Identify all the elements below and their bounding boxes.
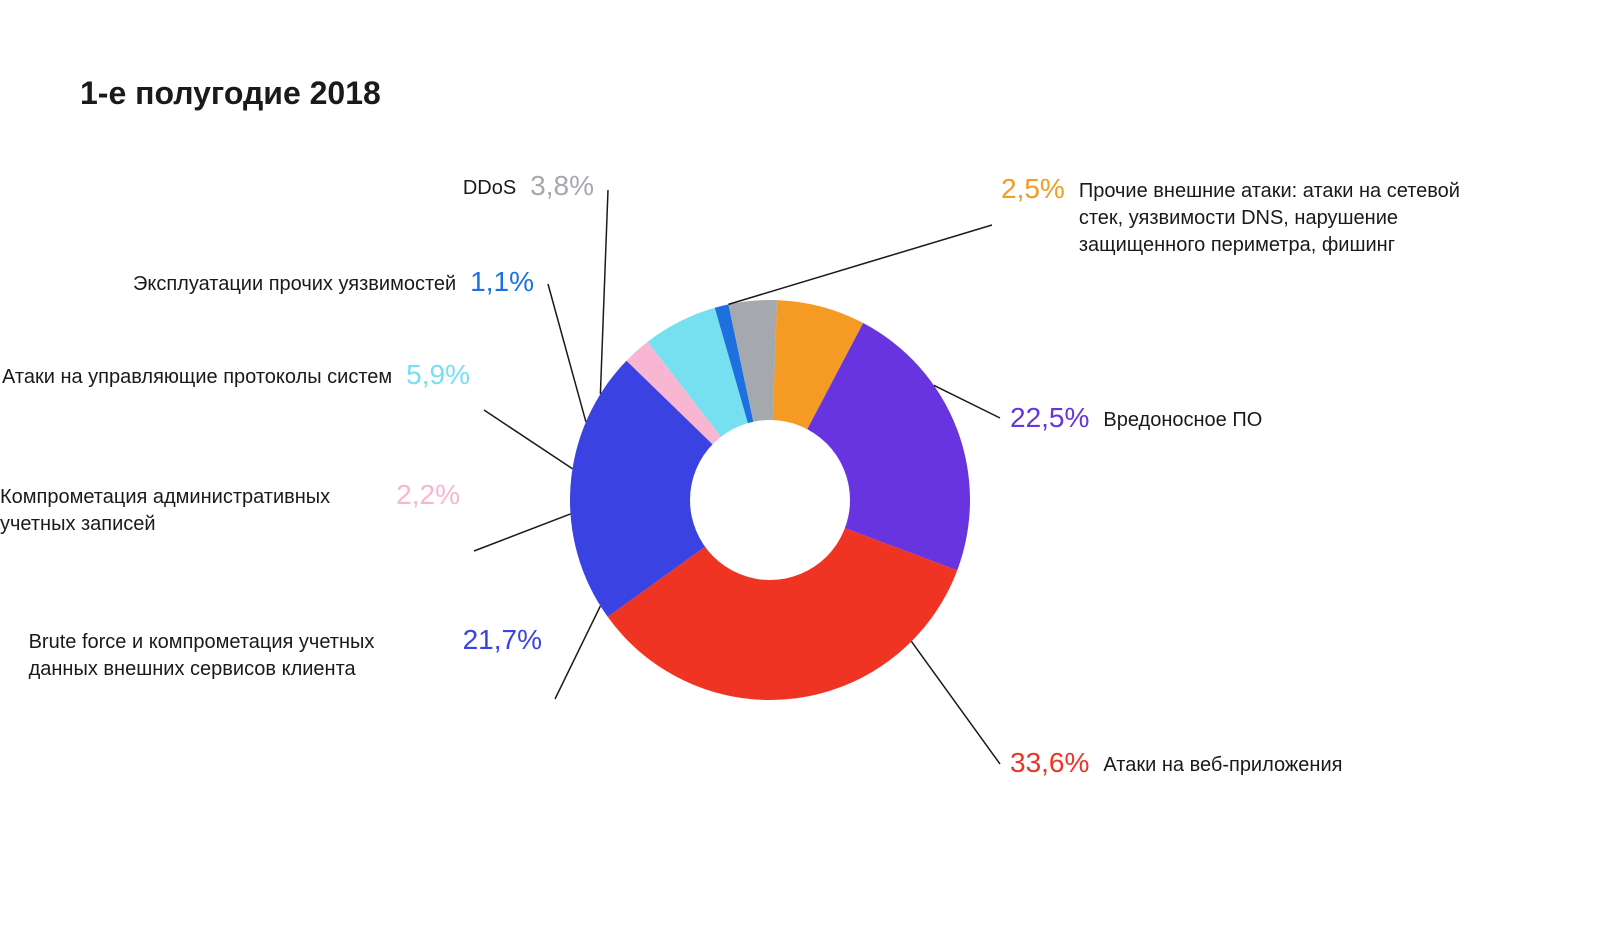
desc-web-app: Атаки на веб-приложения xyxy=(1103,748,1342,779)
donut-hole xyxy=(690,420,850,580)
desc-ddos: DDoS xyxy=(463,171,516,202)
leader-admin-compromise xyxy=(474,514,570,551)
pct-ddos: 3,8% xyxy=(530,171,594,202)
label-ddos: 3,8% DDoS xyxy=(463,171,594,202)
pct-control-protocols: 5,9% xyxy=(406,360,470,391)
desc-other-external: Прочие внешние атаки: атаки на сетевой с… xyxy=(1079,174,1499,259)
label-other-external: 2,5% Прочие внешние атаки: атаки на сетев… xyxy=(1001,174,1499,259)
label-malware: 22,5% Вредоносное ПО xyxy=(1010,403,1262,434)
pct-brute-force: 21,7% xyxy=(463,625,542,656)
desc-malware: Вредоносное ПО xyxy=(1103,403,1262,434)
leader-brute-force xyxy=(555,606,600,699)
leader-other-vuln xyxy=(548,284,586,422)
leader-control-protocols xyxy=(484,410,572,469)
desc-control-protocols: Атаки на управляющие протоколы систем xyxy=(2,360,392,391)
pct-other-external: 2,5% xyxy=(1001,174,1065,205)
desc-brute-force: Brute force и компрометация учетных данн… xyxy=(29,625,449,683)
label-control-protocols: 5,9% Атаки на управляющие протоколы систе… xyxy=(2,360,470,391)
label-other-vuln: 1,1% Эксплуатации прочих уязвимостей xyxy=(133,267,534,298)
donut-chart-svg xyxy=(0,0,1600,942)
leader-ddos xyxy=(600,190,608,394)
label-brute-force: 21,7% Brute force и компрометация учетных… xyxy=(29,625,542,683)
label-admin-compromise: 2,2% Компрометация административных учетн… xyxy=(0,480,460,538)
leader-other-external xyxy=(728,225,992,304)
desc-admin-compromise: Компрометация административных учетных з… xyxy=(0,480,382,538)
desc-other-vuln: Эксплуатации прочих уязвимостей xyxy=(133,267,456,298)
leader-web-app xyxy=(911,641,1000,764)
label-web-app: 33,6% Атаки на веб-приложения xyxy=(1010,748,1342,779)
pct-admin-compromise: 2,2% xyxy=(396,480,460,511)
pct-other-vuln: 1,1% xyxy=(470,267,534,298)
pct-malware: 22,5% xyxy=(1010,403,1089,434)
pct-web-app: 33,6% xyxy=(1010,748,1089,779)
